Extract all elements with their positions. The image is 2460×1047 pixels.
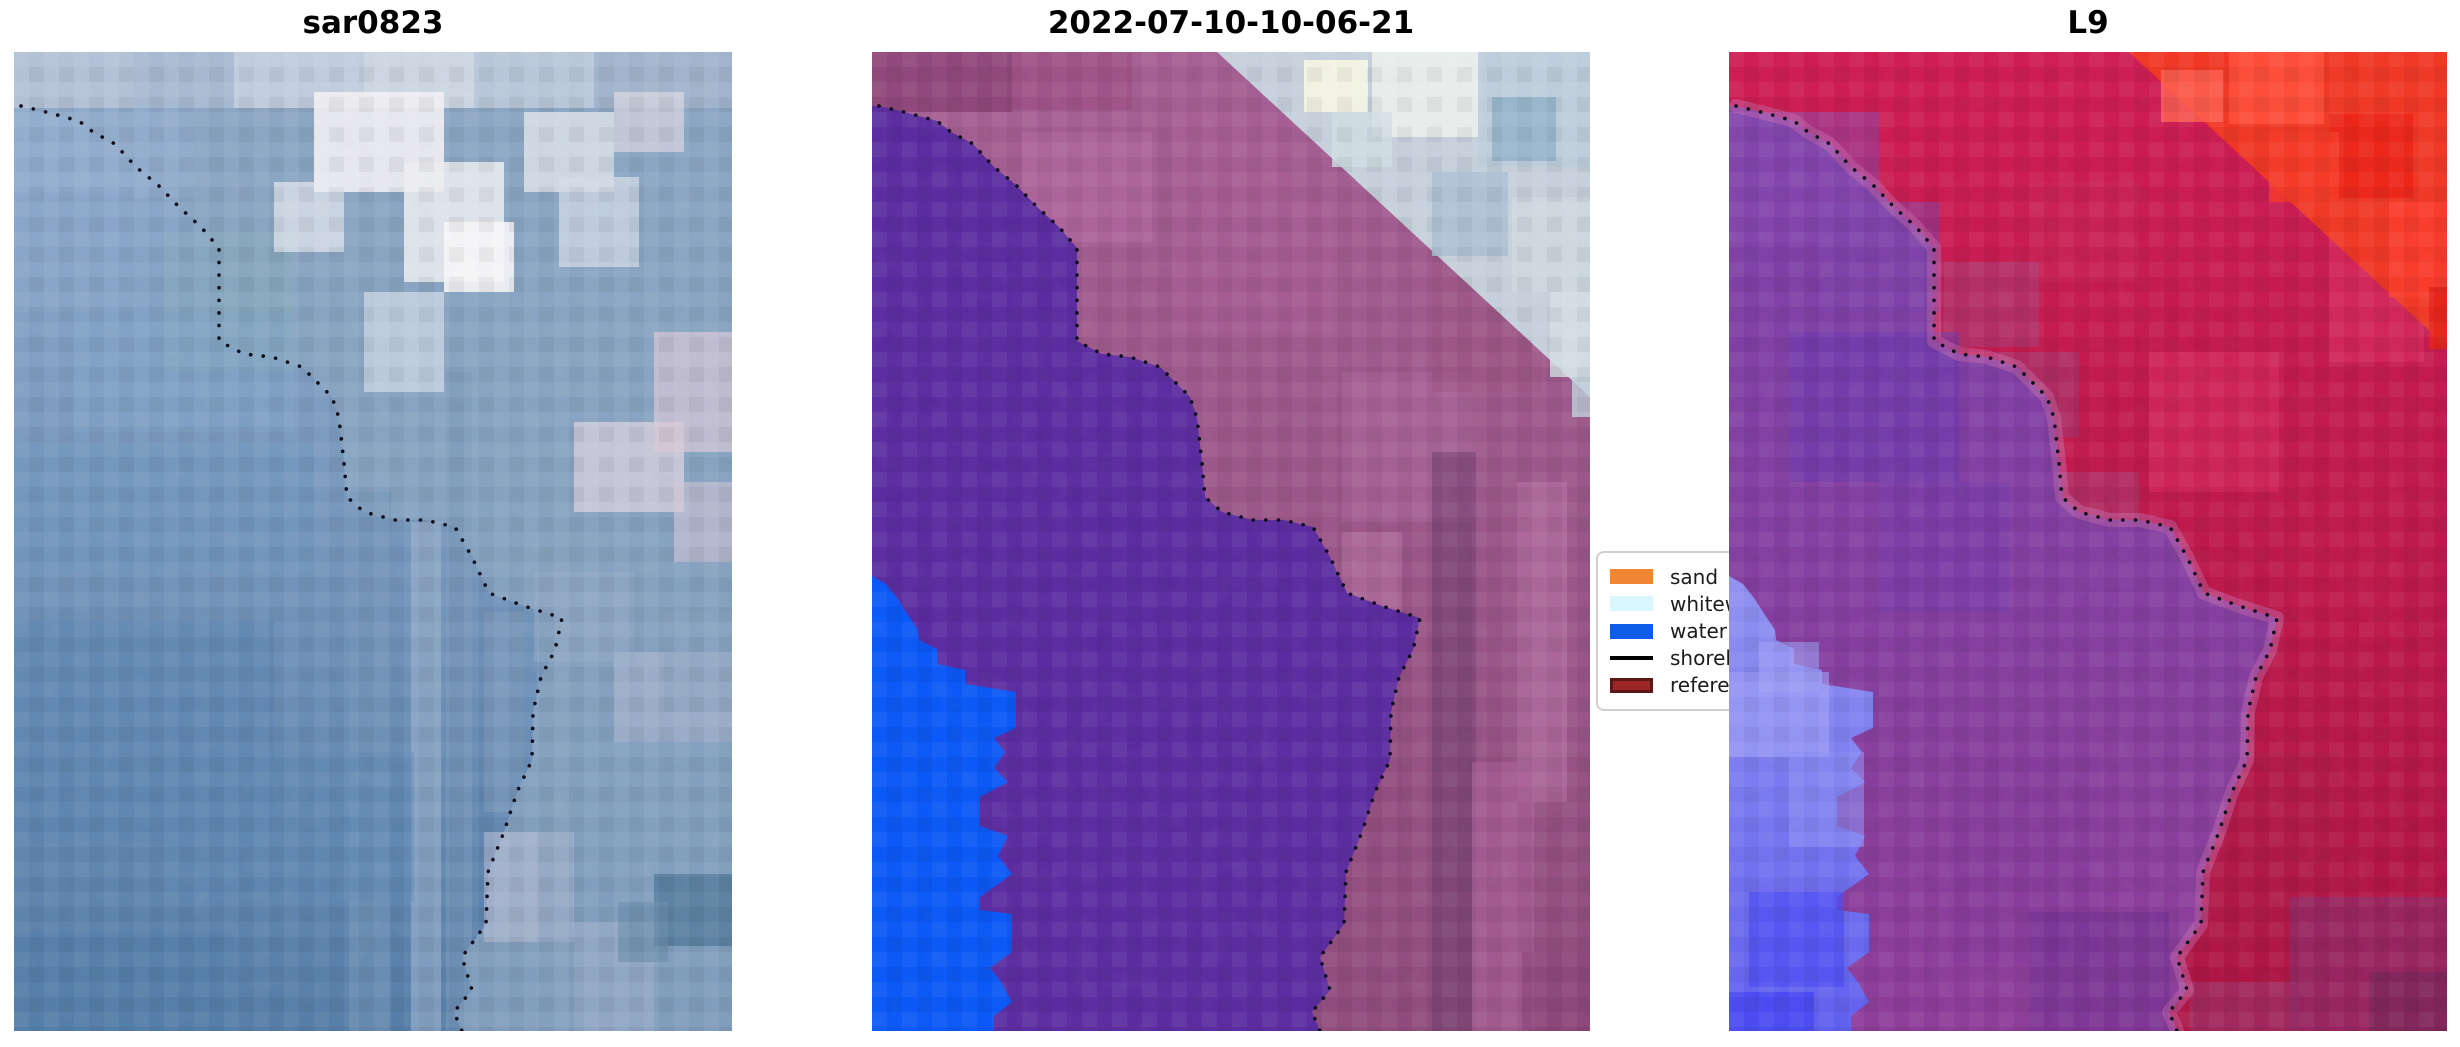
panel-title-sar0823: sar0823 [302, 5, 444, 41]
legend-swatch-water [1610, 623, 1653, 639]
legend-label: water [1670, 619, 1727, 643]
panel-title-classified: 2022-07-10-10-06-21 [1047, 5, 1415, 41]
legend-item-water: water [1610, 617, 1830, 644]
shoreline-dotted-line [1734, 104, 2279, 1031]
panel-image-classified [872, 52, 1590, 1031]
panel-image-L9 [1729, 52, 2447, 1031]
panel-title-L9: L9 [2067, 5, 2109, 41]
legend-label: sand [1670, 564, 1719, 589]
panel-sar0823 [14, 52, 732, 1031]
shoreline-dotted-line [877, 104, 1422, 1031]
panel-image-sar0823 [14, 52, 732, 1031]
legend-swatch-whitewater [1610, 596, 1653, 612]
legend-swatch-shoreline [1610, 656, 1653, 661]
legend-item-sand: sand [1610, 563, 1830, 590]
legend-swatch-sand [1610, 569, 1653, 585]
legend-swatch-reference [1610, 677, 1653, 693]
panel-L9 [1729, 52, 2447, 1031]
panel-classified [872, 52, 1590, 1031]
shoreline-dotted-line [19, 104, 564, 1031]
